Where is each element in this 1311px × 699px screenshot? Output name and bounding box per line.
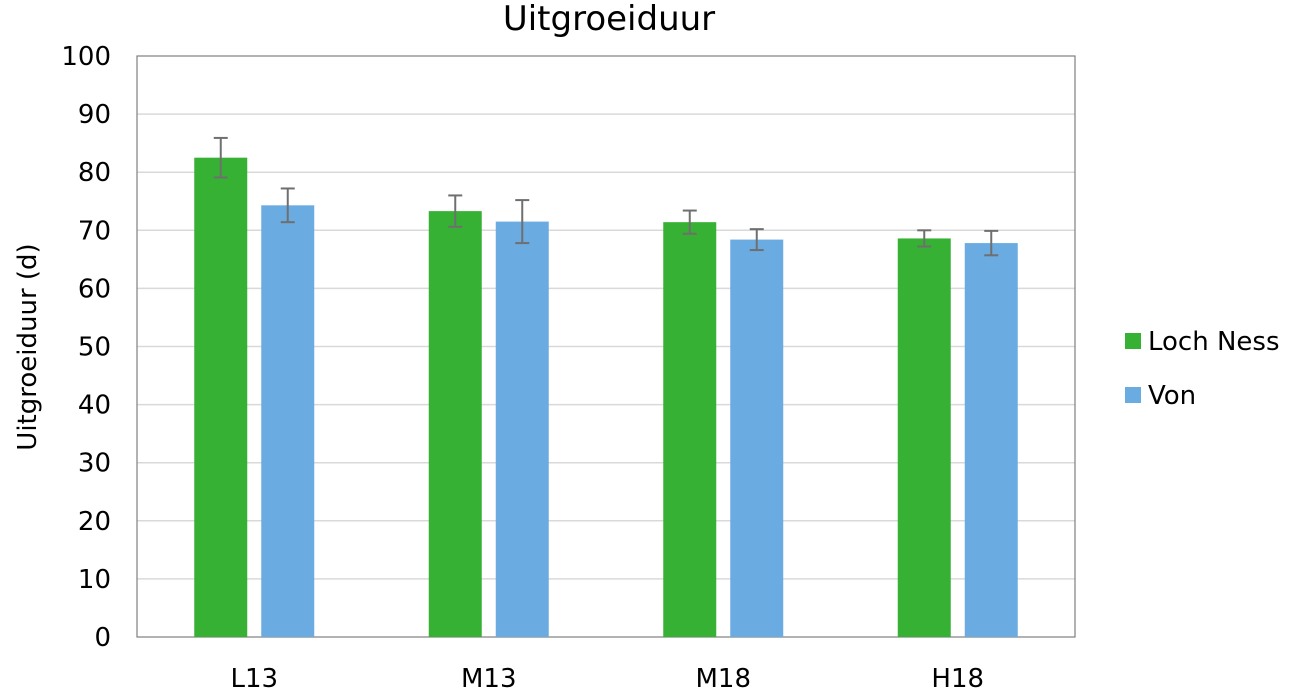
y-tick-label: 60	[78, 274, 111, 304]
y-tick-label: 90	[78, 100, 111, 130]
y-tick-label: 30	[78, 449, 111, 479]
bar	[428, 211, 482, 637]
x-tick-label: M13	[461, 664, 517, 694]
error-bars	[213, 136, 999, 257]
y-tick-label: 80	[78, 158, 111, 188]
y-tick-label: 70	[78, 216, 111, 246]
y-tick-label: 0	[94, 623, 111, 653]
bars	[194, 157, 1018, 638]
y-axis-ticks: 0 10 20 30 40 50 60 70 80 90 100	[61, 42, 111, 653]
y-tick-label: 100	[61, 42, 111, 72]
bar	[730, 239, 784, 637]
y-tick-label: 10	[78, 565, 111, 595]
bar	[261, 205, 315, 637]
legend-item: Von	[1125, 381, 1196, 411]
y-tick-label: 40	[78, 391, 111, 421]
bar	[663, 222, 717, 637]
x-tick-label: H18	[931, 664, 984, 694]
legend-swatch	[1125, 387, 1141, 403]
bar	[495, 221, 549, 637]
error-bar	[280, 187, 295, 224]
y-axis-label: Uitgroeiduur (d)	[13, 243, 43, 450]
legend: Loch Ness Von	[1125, 327, 1280, 411]
bar	[964, 243, 1018, 637]
legend-swatch	[1125, 333, 1141, 349]
error-bar	[917, 229, 932, 248]
chart-title: Uitgroeiduur	[503, 0, 715, 39]
x-tick-label: M18	[695, 664, 751, 694]
y-tick-label: 20	[78, 507, 111, 537]
error-bar	[515, 199, 530, 245]
legend-label: Loch Ness	[1148, 327, 1280, 357]
error-bar	[984, 229, 999, 257]
plot-area-border	[136, 55, 1076, 638]
legend-label: Von	[1148, 381, 1196, 411]
error-bar	[749, 228, 764, 252]
error-bar	[213, 136, 228, 179]
y-tick-label: 50	[78, 333, 111, 363]
x-tick-label: L13	[230, 664, 278, 694]
error-bar	[682, 209, 697, 235]
x-axis-ticks: L13 M13 M18 H18	[230, 664, 984, 694]
bar	[194, 157, 248, 638]
legend-item: Loch Ness	[1125, 327, 1280, 357]
error-bar	[448, 194, 463, 228]
bar	[897, 238, 951, 637]
